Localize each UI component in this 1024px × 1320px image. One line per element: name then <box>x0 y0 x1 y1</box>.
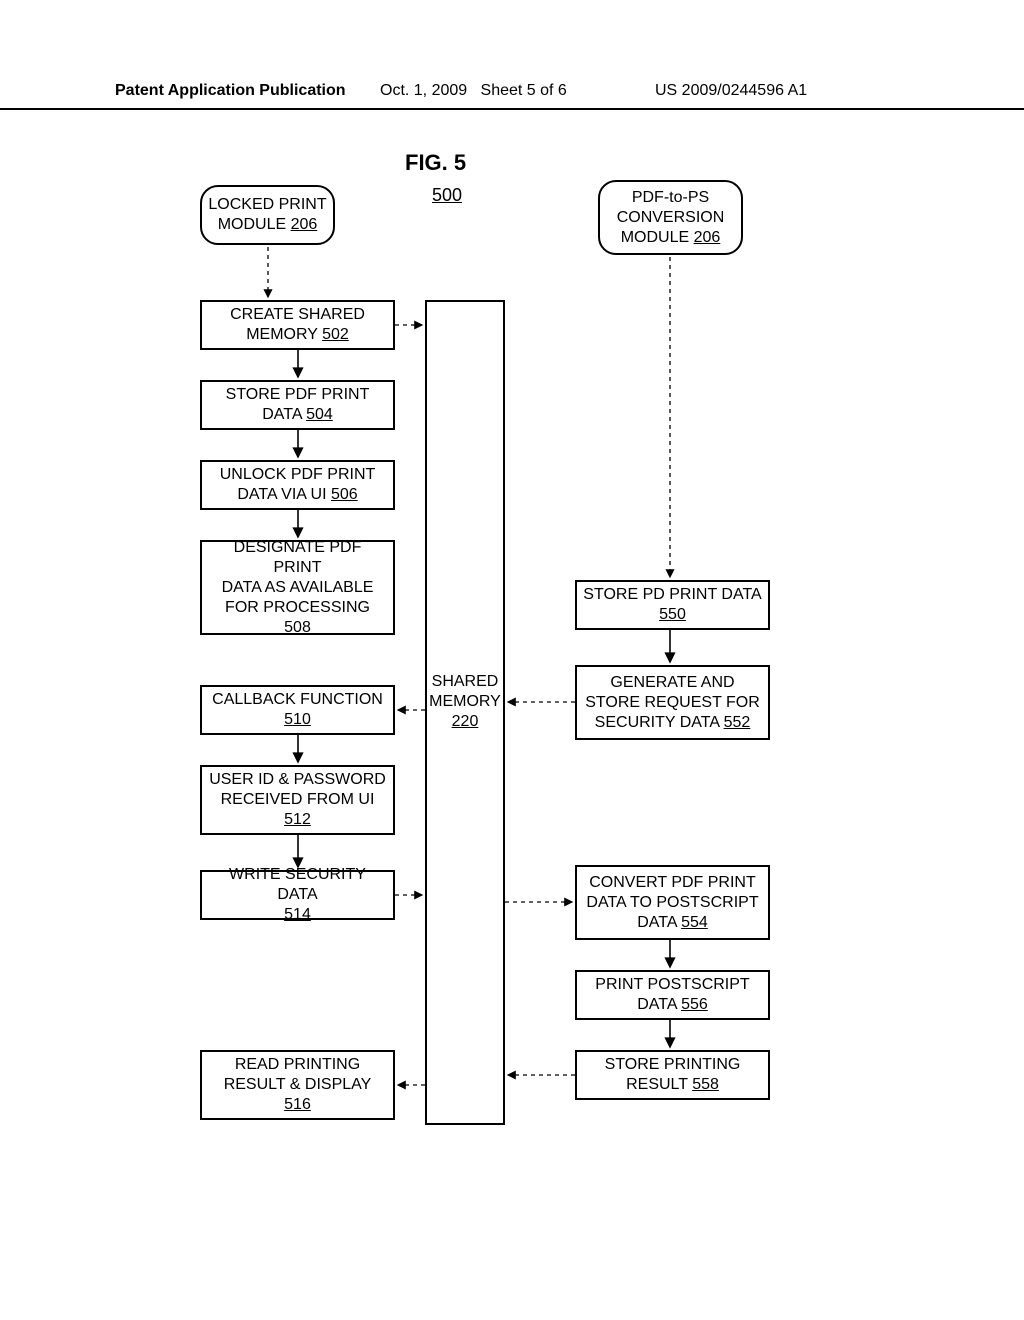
step-504: STORE PDF PRINTDATA 504 <box>200 380 395 430</box>
pdf-to-ps-module: PDF-to-PS CONVERSION MODULE 206 <box>598 180 743 255</box>
step-554: CONVERT PDF PRINTDATA TO POSTSCRIPTDATA … <box>575 865 770 940</box>
step-510: CALLBACK FUNCTION510 <box>200 685 395 735</box>
step-516: READ PRINTINGRESULT & DISPLAY516 <box>200 1050 395 1120</box>
step-514: WRITE SECURITY DATA514 <box>200 870 395 920</box>
step-550: STORE PD PRINT DATA550 <box>575 580 770 630</box>
step-558: STORE PRINTINGRESULT 558 <box>575 1050 770 1100</box>
header-left: Patent Application Publication <box>115 82 346 100</box>
header-right: US 2009/0244596 A1 <box>655 82 807 100</box>
step-556: PRINT POSTSCRIPTDATA 556 <box>575 970 770 1020</box>
header-mid: Oct. 1, 2009 Sheet 5 of 6 <box>380 82 567 100</box>
connectors <box>0 0 1024 1320</box>
step-552: GENERATE ANDSTORE REQUEST FORSECURITY DA… <box>575 665 770 740</box>
step-508: DESIGNATE PDF PRINTDATA AS AVAILABLEFOR … <box>200 540 395 635</box>
locked-print-module: LOCKED PRINT MODULE 206 <box>200 185 335 245</box>
shared-memory-box: SHARED MEMORY 220 <box>425 300 505 1125</box>
step-502: CREATE SHAREDMEMORY 502 <box>200 300 395 350</box>
step-512: USER ID & PASSWORDRECEIVED FROM UI512 <box>200 765 395 835</box>
figure-ref: 500 <box>432 185 462 206</box>
figure-title: FIG. 5 <box>405 150 466 176</box>
page-header: Patent Application Publication Oct. 1, 2… <box>0 82 1024 110</box>
step-506: UNLOCK PDF PRINTDATA VIA UI 506 <box>200 460 395 510</box>
